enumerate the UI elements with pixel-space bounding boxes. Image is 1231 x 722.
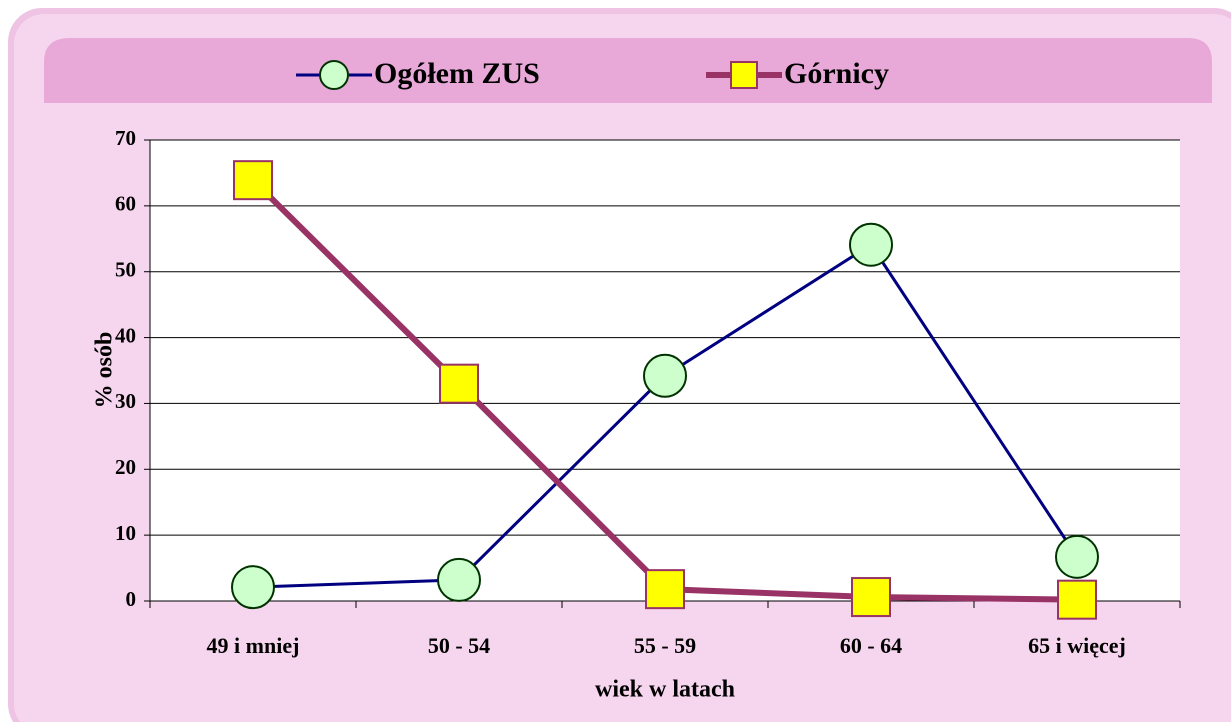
y-tick-label: 10 <box>115 521 136 545</box>
legend-marker <box>730 61 758 89</box>
marker <box>643 353 687 398</box>
legend-band <box>44 38 1212 103</box>
plot: 0 10 20 30 40 50 60 70 49 i mniej 50 - 54 55 - 59 6… <box>115 57 1181 658</box>
y-tick-label: 20 <box>115 455 136 479</box>
legend-marker <box>319 60 349 90</box>
x-tick-label: 65 i więcej <box>1028 633 1126 658</box>
y-tick-label: 0 <box>126 587 137 611</box>
marker <box>1055 534 1099 579</box>
x-axis-label: wiek w latach <box>595 677 735 703</box>
marker <box>1057 579 1097 620</box>
y-tick-label: 70 <box>115 126 136 150</box>
x-tick-label: 49 i mniej <box>207 633 300 658</box>
y-axis-label: % osób <box>92 332 118 409</box>
marker <box>233 160 273 201</box>
y-tick-label: 40 <box>115 323 136 347</box>
y-tick-label: 60 <box>115 192 136 216</box>
x-tick-label: 55 - 59 <box>634 633 696 658</box>
marker <box>437 557 481 602</box>
x-tick-label: 60 - 64 <box>840 633 902 658</box>
marker <box>231 565 275 610</box>
legend-label: Górnicy <box>784 57 889 90</box>
x-tick-label: 50 - 54 <box>428 633 490 658</box>
marker <box>439 363 479 404</box>
y-tick-label: 30 <box>115 389 136 413</box>
marker <box>851 577 891 618</box>
legend-label: Ogółem ZUS <box>374 57 540 90</box>
marker <box>645 569 685 610</box>
marker <box>849 222 893 267</box>
y-tick-label: 50 <box>115 258 136 282</box>
